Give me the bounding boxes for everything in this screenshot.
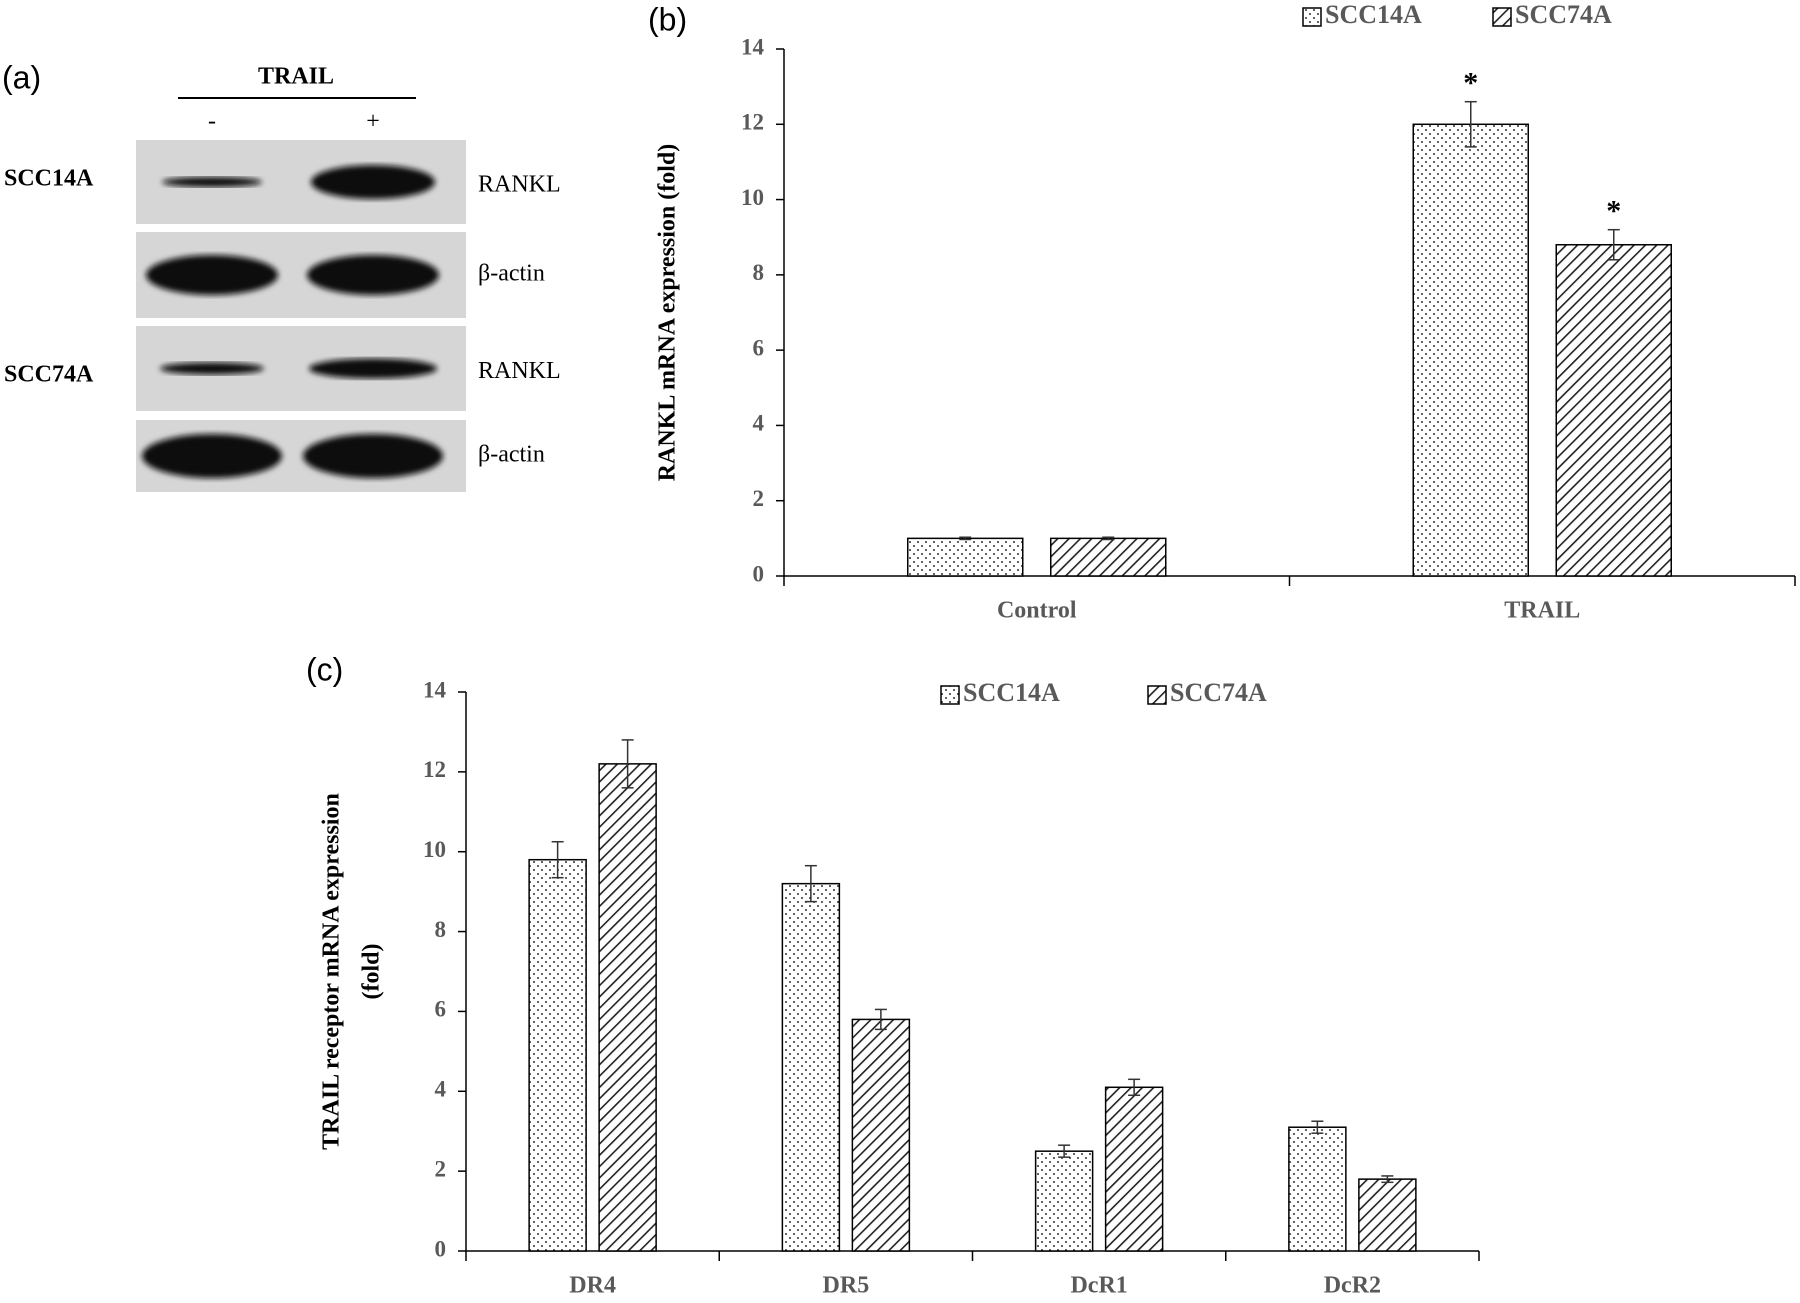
y-tick-label: 8 [435,917,447,942]
error-bar [1311,1120,1324,1134]
blot-band [142,434,282,478]
blot-band [162,177,262,187]
x-tick-label: DR5 [823,1273,870,1299]
y-tick-label: 10 [741,185,764,210]
panel-label: (c) [306,651,343,687]
legend-label: SCC14A [1325,0,1422,29]
x-tick-label: DcR1 [1070,1273,1127,1299]
bar [1412,123,1529,577]
y-tick-label: 14 [741,34,765,59]
panel-label: (b) [648,1,687,37]
legend-swatch [940,685,960,705]
y-axis-label: (fold) [359,944,385,1000]
blot-band [146,255,278,295]
blot-band [311,165,435,199]
x-tick-label: DR4 [569,1273,616,1299]
legend-swatch [1302,7,1322,27]
panel-label: (a) [2,59,41,95]
error-bar [1464,100,1477,148]
band-label: β-actin [478,261,545,287]
y-axis-label: RANKL mRNA expression (fold) [655,144,681,482]
cell-line-label: SCC74A [4,362,94,388]
blot-band [309,358,437,379]
x-tick-label: Control [997,598,1077,624]
bar [598,763,657,1252]
y-tick-label: 0 [435,1236,447,1261]
legend-label: SCC74A [1170,678,1267,707]
blot-band [307,255,439,295]
error-bar [1102,536,1115,541]
band-label: RANKL [478,172,561,198]
bar [1555,243,1672,577]
treatment-label: TRAIL [258,64,334,90]
y-tick-label: 4 [753,411,765,436]
bar [1050,537,1167,577]
y-tick-label: 2 [435,1156,447,1181]
x-tick-label: TRAIL [1504,598,1580,624]
cell-line-label: SCC14A [4,166,94,192]
bar [1034,1150,1094,1252]
x-tick-label: DcR2 [1324,1273,1381,1299]
bar [907,537,1024,577]
bar [1358,1178,1417,1252]
band-label: RANKL [478,358,561,384]
error-bar [1607,228,1620,261]
bar [1288,1126,1347,1252]
y-tick-label: 6 [435,997,447,1022]
y-tick-label: 12 [741,110,764,135]
legend-label: SCC74A [1515,0,1612,29]
significance-mark: * [1606,195,1621,228]
error-bar [1381,1175,1394,1184]
bar [851,1018,911,1252]
y-tick-label: 0 [753,561,765,586]
bar [1104,1086,1164,1252]
error-bar [804,864,817,903]
blot-band [303,434,443,478]
legend-label: SCC14A [963,678,1060,707]
error-bar [1128,1078,1141,1097]
y-tick-label: 14 [423,677,447,702]
y-tick-label: 8 [753,260,765,285]
y-tick-label: 4 [435,1077,447,1102]
band-label: β-actin [478,442,545,468]
error-bar [621,739,634,789]
error-bar [959,536,972,541]
y-tick-label: 10 [423,837,446,862]
y-axis-label: TRAIL receptor mRNA expression [319,793,345,1150]
legend-swatch [1147,685,1167,705]
error-bar [874,1008,887,1031]
bar [781,882,841,1252]
blot-band [160,362,264,375]
condition-label: - [208,109,216,135]
error-bar [551,840,564,879]
y-tick-label: 6 [753,335,765,360]
legend-swatch [1492,7,1512,27]
y-tick-label: 2 [753,486,765,511]
error-bar [1058,1144,1071,1158]
significance-mark: * [1463,67,1478,100]
y-tick-label: 12 [423,757,446,782]
bar [528,858,587,1252]
condition-label: + [366,109,380,135]
